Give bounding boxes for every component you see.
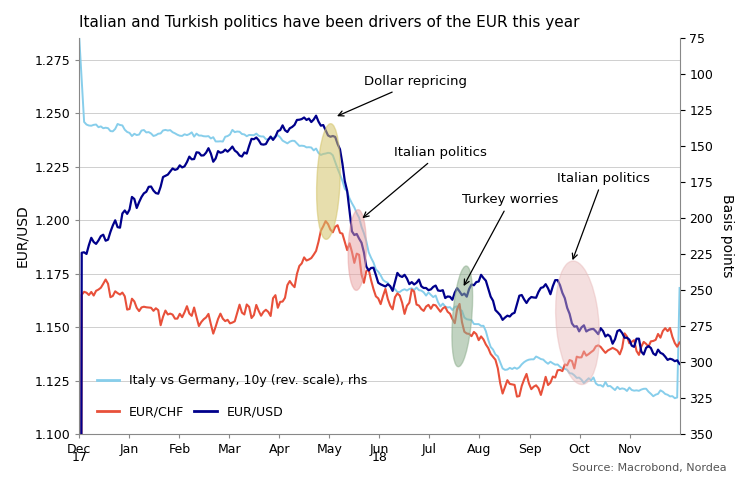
Text: Italian politics: Italian politics: [557, 172, 649, 259]
Ellipse shape: [317, 124, 340, 239]
Text: Source: Macrobond, Nordea: Source: Macrobond, Nordea: [572, 463, 727, 473]
Ellipse shape: [452, 266, 473, 367]
Text: Italian and Turkish politics have been drivers of the EUR this year: Italian and Turkish politics have been d…: [79, 15, 580, 30]
Text: Turkey worries: Turkey worries: [462, 193, 559, 285]
Text: 18: 18: [372, 451, 387, 464]
Y-axis label: Basis points: Basis points: [720, 195, 734, 278]
Text: Italian politics: Italian politics: [363, 146, 488, 217]
Ellipse shape: [348, 210, 366, 290]
Text: Dollar repricing: Dollar repricing: [339, 75, 467, 116]
Text: 17: 17: [71, 451, 88, 464]
Legend: EUR/CHF, EUR/USD: EUR/CHF, EUR/USD: [91, 401, 288, 424]
Y-axis label: EUR/USD: EUR/USD: [15, 205, 29, 268]
Ellipse shape: [556, 261, 599, 384]
